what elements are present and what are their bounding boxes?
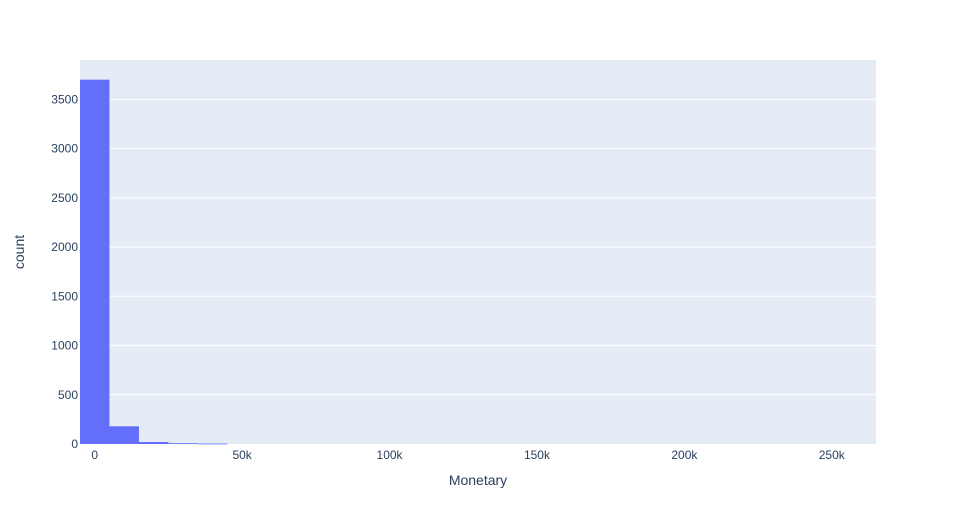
x-tick-label: 100k	[377, 448, 404, 462]
x-tick-label: 0	[91, 448, 98, 462]
y-tick-label: 0	[71, 437, 78, 451]
y-tick-label: 1500	[51, 289, 78, 303]
y-tick-label: 500	[58, 388, 78, 402]
y-tick-label: 2000	[51, 240, 78, 254]
x-tick-label: 200k	[671, 448, 698, 462]
y-tick-label: 2500	[51, 191, 78, 205]
plot-background	[80, 60, 876, 444]
x-tick-label: 50k	[232, 448, 252, 462]
y-tick-label: 3000	[51, 142, 78, 156]
histogram-bar	[197, 443, 228, 445]
histogram-bar	[138, 442, 169, 444]
y-axis-title: count	[11, 235, 27, 269]
histogram-bars	[80, 79, 228, 445]
y-gridlines	[80, 98, 876, 396]
histogram-bar	[168, 443, 198, 445]
x-tick-label: 150k	[524, 448, 551, 462]
histogram-bar	[109, 426, 139, 444]
x-axis-title: Monetary	[449, 472, 507, 488]
x-axis-ticks: 0 50k 100k 150k 200k 250k	[91, 448, 845, 462]
y-tick-label: 3500	[51, 92, 78, 106]
histogram-bar	[80, 79, 110, 444]
y-axis-ticks: 0 500 1000 1500 2000 2500 3000 3500	[51, 92, 78, 451]
y-tick-label: 1000	[51, 339, 78, 353]
x-tick-label: 250k	[819, 448, 846, 462]
